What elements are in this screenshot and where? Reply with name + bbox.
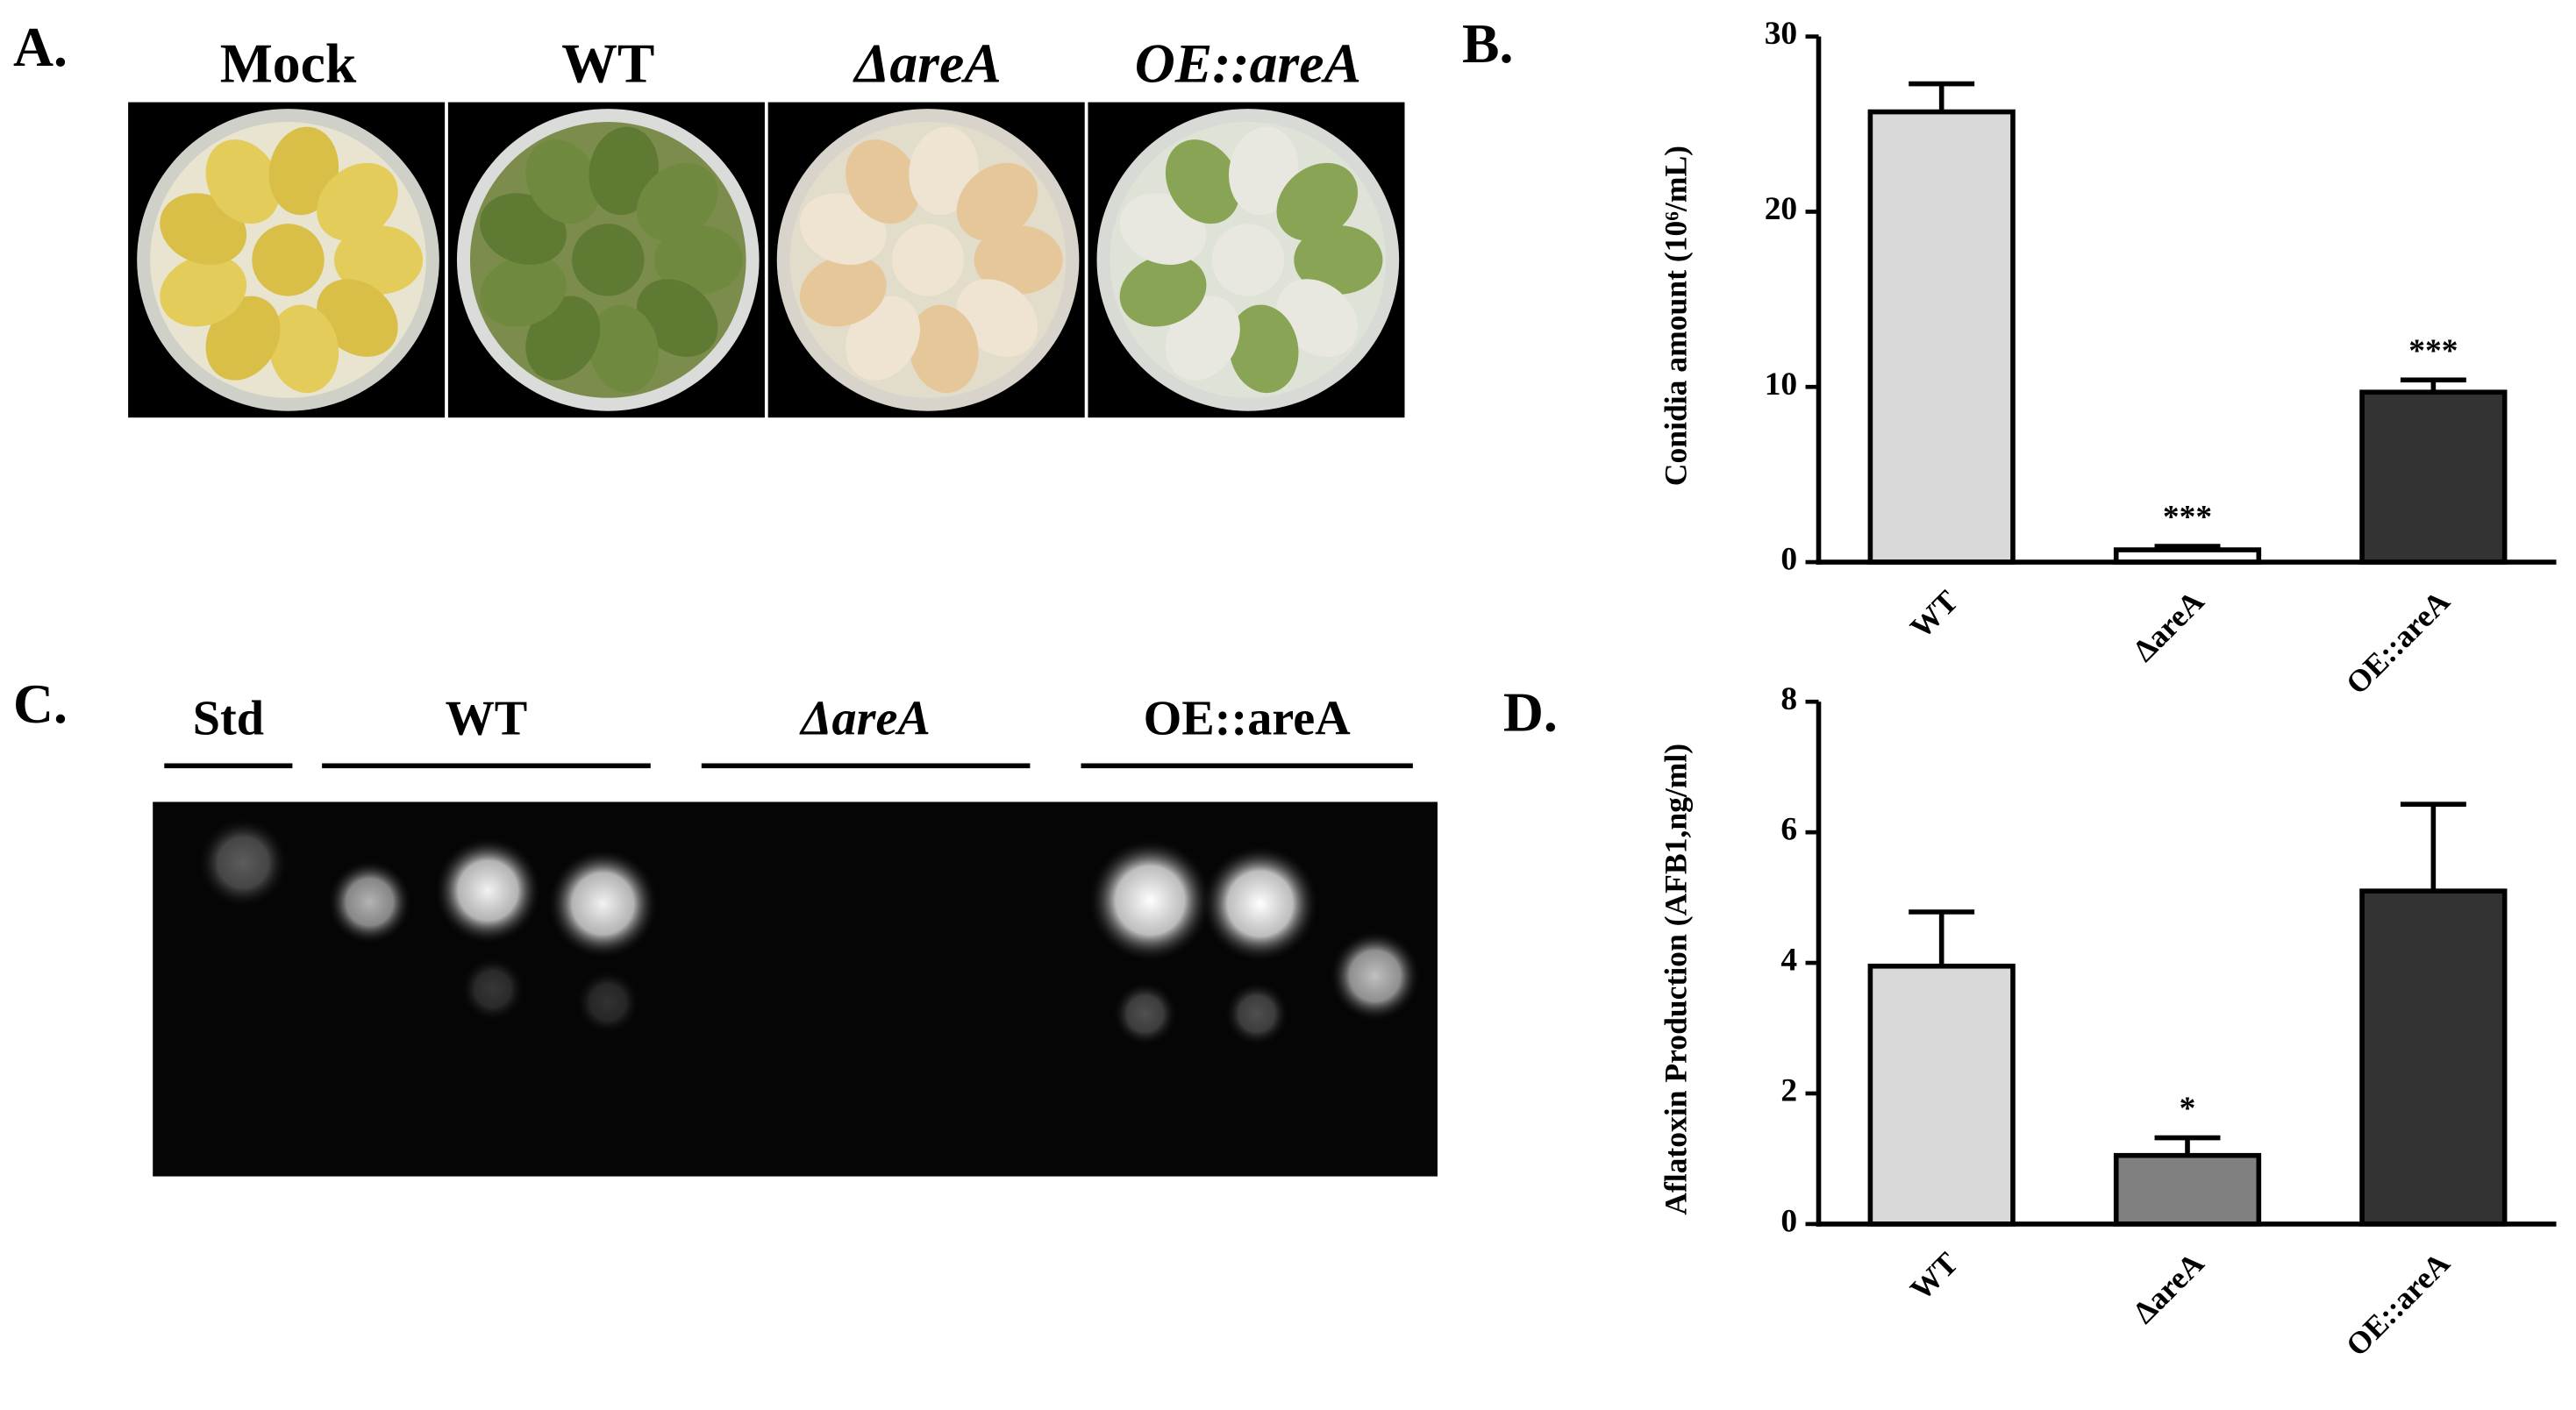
panel-label: D. bbox=[1503, 681, 1558, 744]
y-axis-label: Aflatoxin Production (AFB1,ng/ml) bbox=[1658, 744, 1693, 1215]
gel-spot bbox=[460, 956, 526, 1022]
y-tick-label: 0 bbox=[1780, 542, 1797, 578]
bar bbox=[2359, 888, 2508, 1227]
colony bbox=[252, 224, 325, 296]
gel-spot bbox=[1224, 980, 1290, 1047]
colony bbox=[653, 225, 743, 295]
colony bbox=[333, 225, 424, 295]
colony bbox=[480, 254, 567, 327]
y-tick-label: 20 bbox=[1765, 191, 1797, 227]
bar bbox=[2359, 389, 2508, 565]
colony bbox=[1276, 162, 1359, 241]
lane-label: Std bbox=[193, 691, 264, 745]
bar bbox=[1867, 963, 2016, 1227]
lane-label: ΔareA bbox=[799, 691, 931, 745]
colony bbox=[205, 139, 281, 224]
plate-label: WT bbox=[561, 32, 654, 95]
colony bbox=[268, 126, 339, 216]
y-tick-label: 4 bbox=[1780, 943, 1797, 979]
colony bbox=[909, 126, 979, 216]
colony bbox=[525, 139, 601, 224]
y-tick-label: 30 bbox=[1765, 16, 1797, 52]
plate-label: ΔareA bbox=[852, 32, 1001, 95]
x-tick-label: WT bbox=[1903, 1245, 1965, 1307]
plate-label: OE::areA bbox=[1135, 32, 1361, 95]
bar bbox=[1867, 109, 2016, 565]
y-tick-label: 10 bbox=[1765, 367, 1797, 402]
colony bbox=[1119, 254, 1207, 327]
gel-spot bbox=[433, 836, 543, 945]
gel-spot bbox=[1087, 837, 1213, 964]
gel-spot bbox=[546, 847, 660, 960]
colony bbox=[317, 162, 398, 241]
colony bbox=[317, 279, 398, 357]
panel-label: C. bbox=[13, 673, 68, 735]
significance: *** bbox=[2163, 500, 2212, 536]
plate-photos: Mock WT ΔareA OE::areA bbox=[128, 32, 1405, 418]
x-tick-label: OE::areA bbox=[2339, 1245, 2457, 1363]
colony bbox=[268, 304, 339, 394]
colony bbox=[974, 225, 1063, 295]
y-tick-label: 0 bbox=[1780, 1203, 1797, 1239]
significance: * bbox=[2180, 1091, 2196, 1127]
panel-label: A. bbox=[13, 16, 68, 78]
colony bbox=[1165, 139, 1240, 224]
y-tick-label: 8 bbox=[1780, 681, 1797, 717]
bar bbox=[2113, 1152, 2262, 1227]
x-tick-label: OE::areA bbox=[2339, 583, 2457, 701]
colony bbox=[636, 279, 718, 357]
gel-spot bbox=[1329, 929, 1422, 1022]
colony bbox=[1229, 126, 1299, 216]
panel-label: B. bbox=[1462, 12, 1513, 75]
significance: *** bbox=[2408, 333, 2458, 369]
colony bbox=[1211, 224, 1285, 296]
plate-label: Mock bbox=[220, 32, 357, 95]
colony bbox=[1294, 225, 1383, 295]
colony bbox=[956, 279, 1038, 357]
colony bbox=[891, 224, 965, 296]
colony bbox=[589, 126, 659, 216]
gel-spot bbox=[574, 969, 641, 1036]
lane-label: OE::areA bbox=[1144, 691, 1352, 745]
colony bbox=[572, 224, 645, 296]
colony bbox=[1229, 304, 1299, 394]
colony bbox=[909, 304, 979, 394]
y-axis-label: Conidia amount (10⁶/mL) bbox=[1658, 146, 1693, 486]
colony bbox=[636, 162, 718, 241]
gel-spot bbox=[326, 859, 413, 945]
colony bbox=[589, 304, 659, 394]
gel-spot bbox=[1112, 980, 1179, 1047]
y-tick-label: 6 bbox=[1780, 812, 1797, 848]
y-tick-label: 2 bbox=[1780, 1073, 1797, 1109]
colony bbox=[799, 254, 887, 327]
gel-spot bbox=[196, 816, 289, 909]
x-tick-label: WT bbox=[1903, 583, 1965, 644]
x-tick-label: ΔareA bbox=[2126, 583, 2211, 668]
colony bbox=[160, 254, 247, 327]
colony bbox=[956, 162, 1038, 241]
bar-chart: 0 2 4 6 8WT ΔareA *OE::areA Aflatoxin Productio… bbox=[1658, 681, 2557, 1363]
x-tick-label: ΔareA bbox=[2126, 1245, 2211, 1330]
colony bbox=[846, 139, 920, 224]
tlc-gel: Std WT ΔareA OE::areA bbox=[153, 691, 1438, 1177]
colony bbox=[1276, 279, 1359, 357]
lane-label: WT bbox=[446, 691, 528, 745]
gel-spot bbox=[1201, 844, 1320, 964]
